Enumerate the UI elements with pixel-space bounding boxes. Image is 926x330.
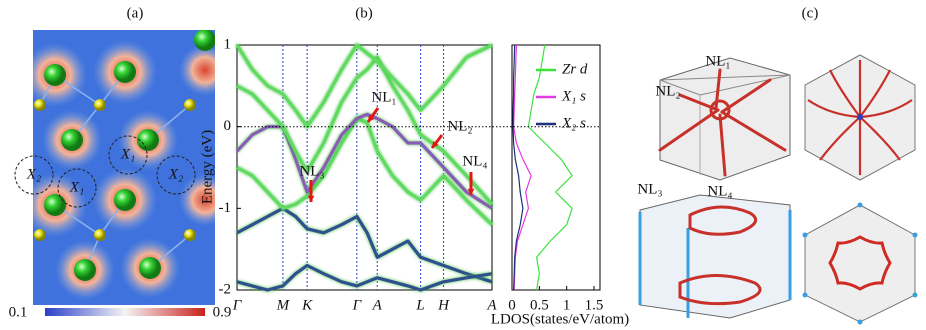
bz-prism-bottom [638,194,792,319]
x-tick-label: A [486,297,497,313]
annotation-arrowhead [368,115,375,122]
band [236,55,494,206]
x-tick-label: A [372,297,383,313]
annotation: NL₁ [371,89,396,105]
annotation-arrowhead [432,141,439,148]
annotation: NL₂ [447,118,472,134]
panel-label: (b) [355,5,373,21]
x-tick-label: 1 [563,297,571,313]
band [235,43,493,129]
x-tick-label: 0 [508,297,516,313]
legend-label: Zr d [562,61,588,77]
x-axis-label: LDOS(states/eV/atom) [491,311,629,327]
x-tick-label: L [415,297,424,313]
colorbar-label: 0.9 [213,304,232,320]
panel-label: (a) [127,5,144,21]
bz-hexagon-bottom [802,202,918,325]
x-tick-label: K [301,297,313,313]
site-label: X₁ [69,179,84,195]
nodal-line-label: NL₄ [707,183,732,199]
annotation-arrowhead [467,188,475,195]
y-axis-label: Energy (eV) [199,130,215,204]
nodal-line-label: NL₃ [637,181,662,197]
band [236,206,493,284]
y-tick-label: 0 [224,118,232,134]
annotation: NL₃ [299,163,324,179]
colorbar-label: 0.1 [9,304,28,320]
bz-prism-top [658,57,791,181]
y-tick-label: -1 [219,200,232,216]
panel-label: (c) [802,5,819,21]
legend-label: X₂ s [561,115,586,131]
site-label: X₁ [120,146,135,162]
x-tick-label: 1.5 [585,297,604,313]
nodal-line-label: NL₁ [705,53,730,69]
x-tick-label: M [276,297,291,313]
y-tick-label: -2 [219,281,232,297]
x-tick-label: 0.5 [530,297,549,313]
x-tick-label: H [437,297,450,313]
y-tick-label: 1 [224,36,232,52]
site-label: X₂ [168,166,183,182]
ldos-line [512,44,532,291]
legend-label: X₁ s [561,88,586,104]
x-tick-label: Γ [352,297,363,313]
band [236,263,493,292]
ldos-line [527,44,573,291]
band [235,112,493,210]
nodal-line-label: NL₂ [655,83,680,99]
site-label: X₂ [26,166,41,182]
site-circles [14,135,196,208]
ldos-line [512,44,524,291]
colorbar [45,308,205,316]
ldos-frame [511,44,601,291]
band-frame [236,44,493,291]
x-tick-label: Γ [232,297,243,313]
annotation-arrowhead [307,195,315,202]
bz-hexagon-top [804,54,916,181]
annotation: NL₄ [462,153,487,169]
